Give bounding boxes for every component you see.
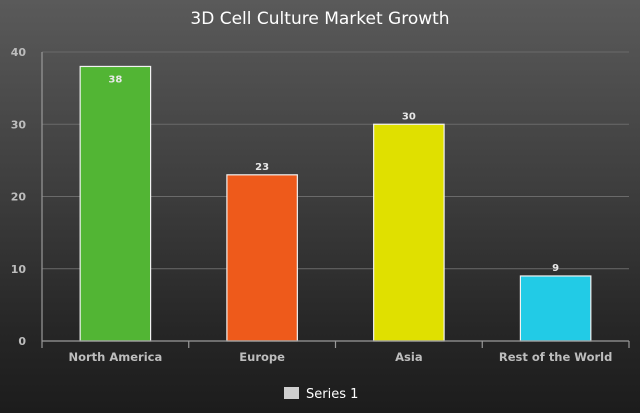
chart-title: 3D Cell Culture Market Growth — [190, 9, 449, 29]
y-tick-label: 20 — [11, 191, 27, 204]
bar[interactable] — [226, 174, 298, 342]
bar[interactable] — [79, 65, 152, 342]
data-label: 9 — [552, 263, 559, 274]
legend-label[interactable]: Series 1 — [306, 387, 358, 402]
y-tick-label: 40 — [11, 46, 27, 59]
x-tick-label: Rest of the World — [499, 350, 612, 364]
bars: 38 23 30 9 — [79, 65, 592, 342]
legend[interactable]: Series 1 — [284, 387, 358, 402]
legend-swatch[interactable] — [284, 387, 299, 399]
x-tick-label: Asia — [395, 350, 422, 364]
y-tick-label: 0 — [18, 335, 26, 348]
axes: 0 10 20 30 40 North America Europe Asia Rest of … — [11, 46, 630, 364]
data-label: 30 — [402, 111, 416, 122]
x-tick-label: Europe — [239, 350, 285, 364]
bar[interactable] — [519, 275, 592, 342]
y-tick-label: 10 — [11, 263, 27, 276]
x-tick-label: North America — [68, 350, 162, 364]
bar[interactable] — [373, 123, 445, 342]
data-label: 38 — [108, 74, 122, 85]
data-label: 23 — [255, 162, 269, 173]
y-tick-label: 30 — [11, 118, 27, 131]
